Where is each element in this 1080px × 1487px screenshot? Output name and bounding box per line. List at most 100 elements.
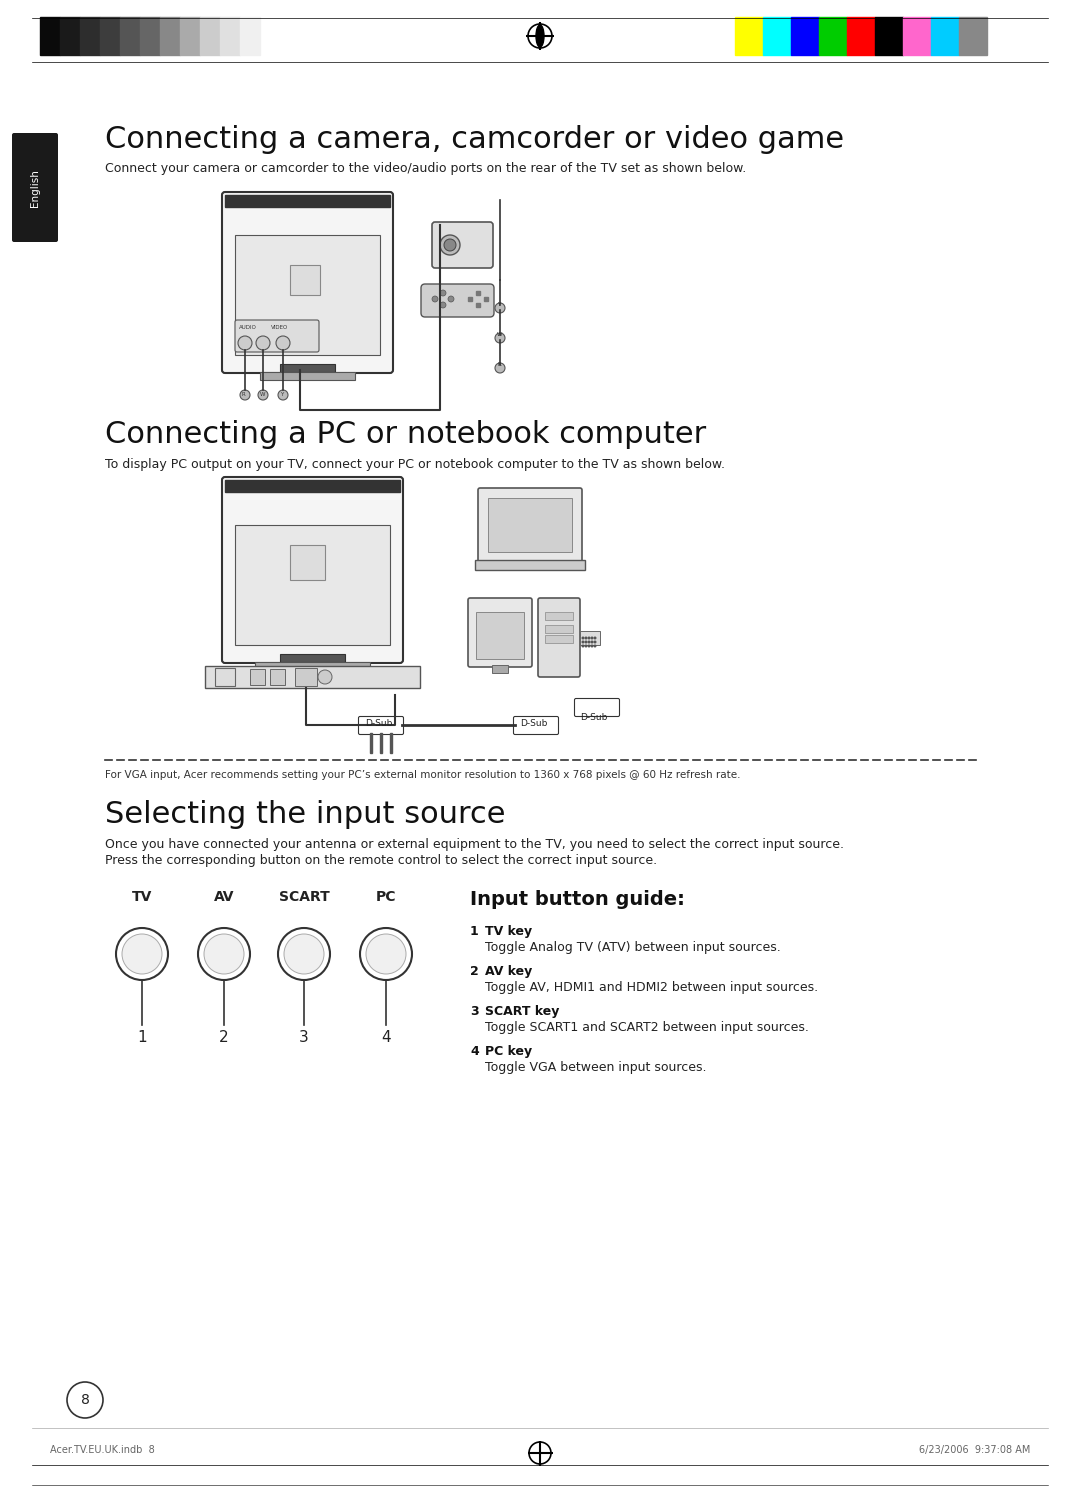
Circle shape: [366, 934, 406, 974]
Text: Connect your camera or camcorder to the video/audio ports on the rear of the TV : Connect your camera or camcorder to the …: [105, 162, 746, 175]
Bar: [295, 668, 318, 686]
Circle shape: [585, 638, 586, 639]
Bar: [380, 733, 382, 752]
FancyBboxPatch shape: [222, 477, 403, 663]
Text: To display PC output on your TV, connect your PC or notebook computer to the TV : To display PC output on your TV, connect…: [105, 458, 725, 471]
Circle shape: [591, 641, 593, 642]
Bar: [260, 372, 355, 381]
Bar: [270, 669, 285, 686]
Circle shape: [591, 638, 593, 639]
Circle shape: [594, 641, 596, 642]
Bar: [200, 16, 220, 55]
Circle shape: [278, 928, 330, 980]
Text: SCART: SCART: [279, 891, 329, 904]
Text: TV: TV: [132, 891, 152, 904]
Text: 4: 4: [381, 1030, 391, 1045]
Text: SCART key: SCART key: [485, 1005, 559, 1019]
Text: Y: Y: [497, 302, 500, 308]
Text: D-Sub: D-Sub: [519, 718, 548, 727]
Circle shape: [256, 336, 270, 349]
Bar: [100, 16, 120, 55]
Bar: [545, 635, 573, 642]
Text: Toggle SCART1 and SCART2 between input sources.: Toggle SCART1 and SCART2 between input s…: [485, 1022, 809, 1033]
Bar: [476, 303, 480, 306]
Text: AV: AV: [214, 891, 234, 904]
Bar: [255, 662, 370, 671]
Bar: [205, 666, 420, 688]
Circle shape: [238, 336, 252, 349]
Bar: [475, 561, 585, 570]
Bar: [235, 525, 390, 645]
Circle shape: [495, 333, 505, 343]
Bar: [476, 291, 480, 294]
Circle shape: [591, 645, 593, 647]
Bar: [545, 613, 573, 620]
Bar: [545, 625, 573, 633]
Circle shape: [122, 934, 162, 974]
FancyBboxPatch shape: [359, 717, 404, 735]
Circle shape: [582, 641, 584, 642]
Text: Input button guide:: Input button guide:: [470, 891, 685, 909]
Bar: [762, 16, 791, 55]
Circle shape: [589, 641, 590, 642]
Bar: [280, 654, 345, 662]
Bar: [819, 16, 847, 55]
FancyBboxPatch shape: [468, 598, 532, 668]
Bar: [220, 16, 240, 55]
Text: 2: 2: [470, 965, 478, 978]
FancyBboxPatch shape: [538, 598, 580, 677]
Circle shape: [67, 1381, 103, 1419]
Circle shape: [440, 302, 446, 308]
Text: VIDEO: VIDEO: [271, 326, 288, 330]
Circle shape: [585, 645, 586, 647]
Circle shape: [284, 934, 324, 974]
Bar: [120, 16, 140, 55]
Circle shape: [432, 296, 438, 302]
Bar: [280, 364, 335, 372]
Text: AUDIO: AUDIO: [239, 326, 257, 330]
Circle shape: [582, 645, 584, 647]
Text: PC: PC: [376, 891, 396, 904]
Circle shape: [198, 928, 249, 980]
FancyBboxPatch shape: [235, 320, 319, 352]
Circle shape: [585, 641, 586, 642]
Text: 1: 1: [470, 925, 478, 938]
Text: Press the corresponding button on the remote control to select the correct input: Press the corresponding button on the re…: [105, 854, 657, 867]
Text: For VGA input, Acer recommends setting your PC’s external monitor resolution to : For VGA input, Acer recommends setting y…: [105, 770, 741, 781]
Text: PC key: PC key: [485, 1045, 532, 1057]
Text: 2: 2: [219, 1030, 229, 1045]
Bar: [488, 498, 572, 552]
Text: W: W: [497, 333, 502, 338]
Bar: [225, 195, 390, 207]
Circle shape: [440, 235, 460, 254]
Bar: [791, 16, 819, 55]
Bar: [847, 16, 875, 55]
FancyBboxPatch shape: [222, 192, 393, 373]
Bar: [875, 16, 903, 55]
Text: Once you have connected your antenna or external equipment to the TV, you need t: Once you have connected your antenna or …: [105, 839, 843, 851]
Bar: [249, 669, 265, 686]
Text: R: R: [497, 363, 501, 367]
Circle shape: [278, 390, 288, 400]
Text: Toggle VGA between input sources.: Toggle VGA between input sources.: [485, 1062, 706, 1074]
Text: W: W: [260, 393, 266, 397]
Bar: [240, 16, 260, 55]
Circle shape: [495, 363, 505, 373]
Text: Toggle Analog TV (ATV) between input sources.: Toggle Analog TV (ATV) between input sou…: [485, 941, 781, 955]
Text: 4: 4: [470, 1045, 478, 1057]
FancyBboxPatch shape: [575, 699, 620, 717]
Bar: [180, 16, 200, 55]
Text: 6/23/2006  9:37:08 AM: 6/23/2006 9:37:08 AM: [919, 1445, 1030, 1454]
Bar: [291, 265, 320, 294]
Text: D-Sub: D-Sub: [365, 718, 392, 727]
Text: Acer.TV.EU.UK.indb  8: Acer.TV.EU.UK.indb 8: [50, 1445, 154, 1454]
Bar: [903, 16, 931, 55]
Bar: [160, 16, 180, 55]
Circle shape: [440, 290, 446, 296]
Circle shape: [594, 638, 596, 639]
Bar: [492, 665, 508, 674]
Text: TV key: TV key: [485, 925, 532, 938]
Text: AV key: AV key: [485, 965, 532, 978]
Text: 3: 3: [470, 1005, 478, 1019]
Circle shape: [582, 638, 584, 639]
